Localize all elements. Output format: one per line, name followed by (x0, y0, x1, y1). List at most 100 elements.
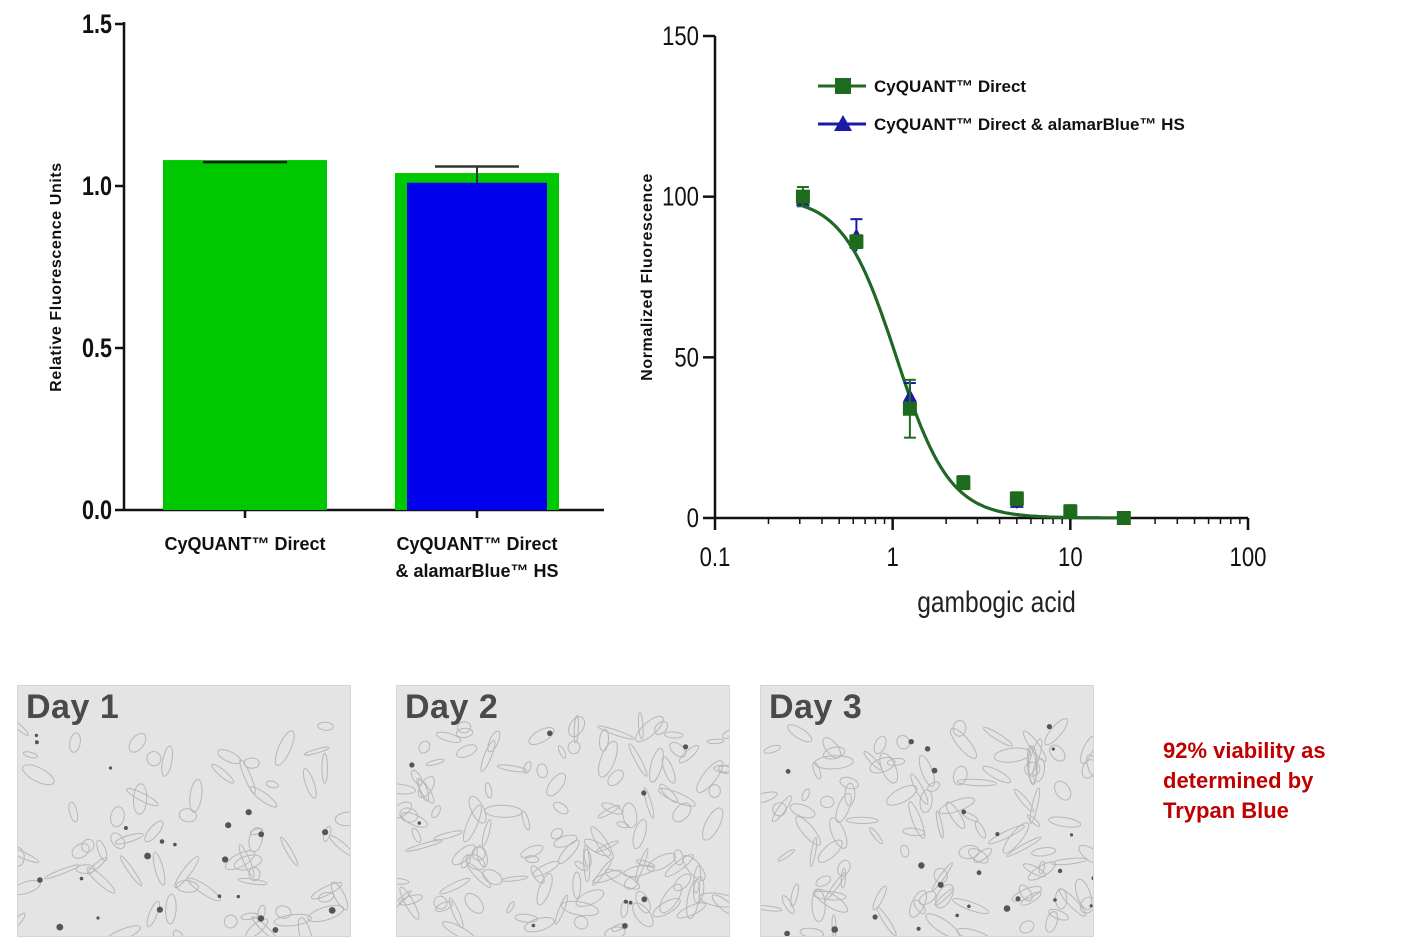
cell-shape (1050, 857, 1088, 866)
cell-shape (18, 912, 26, 930)
cell-shape (530, 865, 545, 884)
cell-shape (476, 845, 488, 868)
cell-shape (274, 730, 295, 766)
cell-shape (597, 740, 618, 778)
cell-shape (925, 913, 960, 936)
cell-shape (777, 849, 795, 862)
cell-shape (1029, 787, 1041, 825)
legend: CyQUANT™ Direct CyQUANT™ Direct & alamarB… (818, 77, 1185, 134)
cell-shape (934, 888, 954, 907)
cell-shape (886, 757, 906, 766)
cell-debris (37, 877, 43, 883)
cell-shape (506, 901, 515, 914)
cell-shape (448, 897, 464, 929)
cell-shape (128, 732, 147, 753)
cell-shape (583, 844, 591, 883)
cell-debris (967, 904, 971, 909)
cell-shape (273, 913, 312, 927)
cell-shape (918, 891, 937, 905)
x-axis-label: gambogic acid (917, 585, 1076, 619)
cell-debris (995, 832, 1000, 837)
cell-shape (935, 810, 944, 839)
x-tick-label: 100 (1230, 543, 1267, 573)
cell-debris (1089, 904, 1093, 908)
cell-shape (1020, 891, 1042, 906)
cell-shape (919, 789, 933, 814)
cell-shape (815, 875, 832, 887)
cell-shape (1054, 888, 1068, 910)
cell-shape (132, 783, 148, 815)
cell-shape (1048, 816, 1082, 828)
cell-shape (251, 916, 278, 936)
cell-shape (568, 716, 586, 738)
cell-shape (572, 871, 582, 899)
cell-shape (398, 894, 423, 906)
legend-label: CyQUANT™ Direct & alamarBlue™ HS (874, 115, 1185, 134)
cell-shape (297, 917, 314, 936)
cell-shape (484, 804, 523, 818)
cell-shape (18, 718, 29, 736)
data-point-square (795, 189, 810, 204)
cell-shape (1086, 754, 1093, 779)
cell-shape (822, 746, 846, 760)
cell-debris (173, 842, 177, 847)
x-tick-label: CyQUANT™ Direct (164, 534, 325, 554)
cell-shape (918, 755, 936, 787)
cell-debris (96, 916, 100, 920)
cell-shape (103, 925, 142, 936)
cell-shape (187, 877, 221, 902)
cell-shape (1080, 735, 1093, 764)
cell-shape (952, 719, 967, 737)
cell-shape (125, 787, 159, 807)
cell-debris (236, 894, 240, 899)
cell-shape (110, 806, 125, 828)
x-tick-label: & alamarBlue™ HS (395, 561, 558, 581)
cell-shape (872, 885, 887, 911)
cell-shape (949, 727, 978, 759)
micrograph-panel-day-1: Day 1 (17, 685, 351, 937)
cell-shape (248, 827, 263, 853)
cell-shape (431, 805, 442, 819)
cell-shape (457, 721, 472, 734)
cell-shape (223, 914, 238, 929)
cell-shape (68, 801, 79, 823)
cell-shape (623, 876, 639, 890)
cell-shape (761, 791, 778, 805)
cell-shape (514, 913, 538, 923)
cell-shape (879, 752, 899, 784)
bar-blue (407, 182, 547, 510)
cell-shape (464, 892, 484, 914)
cell-debris (409, 762, 415, 768)
cell-shape (902, 827, 925, 837)
cell-shape (146, 900, 160, 928)
cell-shape (669, 741, 687, 758)
cell-debris (245, 809, 252, 816)
cell-shape (771, 795, 793, 823)
cell-shape (523, 761, 532, 774)
cell-debris (641, 896, 648, 903)
fit-curve-green (802, 204, 1124, 520)
cell-shape (795, 816, 821, 846)
x-tick-label: 10 (1058, 543, 1083, 573)
cell-shape (686, 880, 701, 920)
cell-shape (935, 883, 954, 909)
cell-shape (18, 880, 41, 895)
cell-shape (1081, 759, 1093, 779)
cell-shape (174, 856, 200, 889)
bar-chart: 0.0 0.5 1.0 1.5 Relative Fluorescence Units C… (48, 10, 604, 581)
cell-shape (23, 751, 38, 759)
cell-shape (632, 902, 654, 928)
cell-texture (18, 718, 350, 936)
cell-debris (623, 899, 628, 904)
fit-curve-blue (802, 204, 1124, 520)
cell-shape (789, 803, 816, 819)
cell-shape (86, 867, 116, 894)
data-point-square (956, 475, 971, 490)
cell-shape (772, 802, 787, 817)
cell-shape (573, 714, 579, 744)
cell-shape (607, 769, 624, 787)
cell-shape (595, 840, 619, 853)
cell-shape (144, 820, 164, 843)
cell-shape (1011, 885, 1042, 902)
cell-shape (552, 801, 569, 815)
